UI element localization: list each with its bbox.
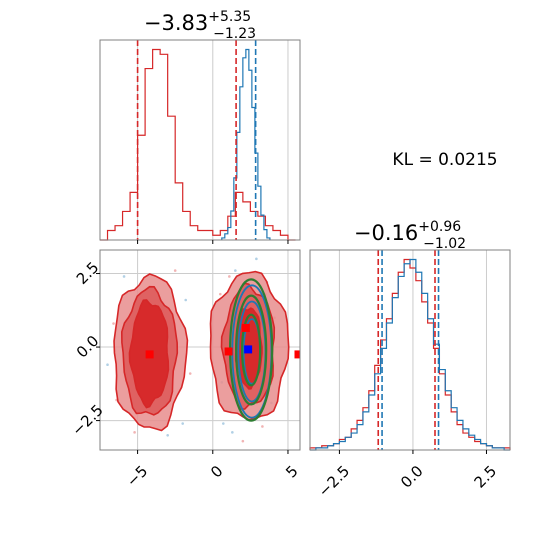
joint-scatter-point-3: [231, 431, 234, 434]
hist-param2-grid: [338, 250, 487, 450]
joint-scatter-point-24: [133, 431, 136, 434]
joint-markers: [145, 323, 300, 359]
hist-param1-frame: [99, 39, 301, 241]
joint-scatter-point-2: [228, 275, 231, 278]
joint-green-contour-1: [234, 294, 268, 406]
title-param1: −3.83+5.35 −1.23: [144, 9, 256, 42]
joint-scatter-point-26: [241, 439, 245, 443]
joint-green-contour-2: [241, 313, 262, 387]
title-param2-minus: −1.02: [423, 236, 466, 252]
joint-red-marker-2: [241, 323, 250, 332]
joint-frame: [99, 249, 301, 451]
hist-param1-ticks: [137, 240, 289, 244]
hist-param1-red-series: [100, 48, 296, 241]
joint-red-marker-3: [294, 350, 300, 359]
title-param2-median: −0.16: [354, 221, 418, 245]
hist-param1-blue-step-line: [221, 48, 271, 240]
hist-param1-quantile-lines: [136, 40, 257, 240]
joint-scatter-point-17: [181, 422, 185, 425]
joint-blue-marker-0: [244, 345, 253, 354]
hist-param2-blue-step-line: [310, 258, 510, 451]
joint-red-marker-1: [224, 347, 233, 356]
hist-param2-quantile-lines: [377, 250, 440, 450]
hist-panel-param1: −3.83+5.35 −1.23: [99, 9, 301, 244]
joint-scatter-point-21: [106, 363, 109, 367]
title-param1-median: −3.83: [144, 11, 208, 35]
joint-scatter-point-10: [261, 425, 264, 428]
joint-red-marker-0: [145, 350, 154, 359]
joint-scatter-point-22: [188, 372, 192, 375]
hist-param1-red-step-line: [100, 48, 296, 241]
hist-param2-frame: [309, 249, 511, 451]
joint-scatter-point-9: [234, 269, 237, 272]
joint-scatter-point-19: [122, 275, 126, 278]
joint-scatter-point-0: [219, 292, 222, 296]
title-param2: −0.16+0.96 −1.02: [354, 219, 466, 252]
joint-scatter-point-23: [166, 433, 169, 437]
joint-scatter-point-1: [222, 422, 225, 425]
title-param1-plus: +5.35: [208, 9, 251, 25]
hist-param1-blue-series: [221, 48, 271, 240]
title-param2-plus: +0.96: [418, 219, 461, 235]
joint-scatter-point-16: [112, 322, 115, 325]
title-param1-minus: −1.23: [213, 26, 256, 42]
joint-scatter-point-15: [184, 298, 188, 302]
joint-scatter-point-20: [173, 269, 177, 272]
hist-param2-blue-series: [310, 258, 510, 451]
joint-scatter-point-25: [255, 257, 258, 261]
kl-label: KL = 0.0215: [392, 150, 497, 170]
